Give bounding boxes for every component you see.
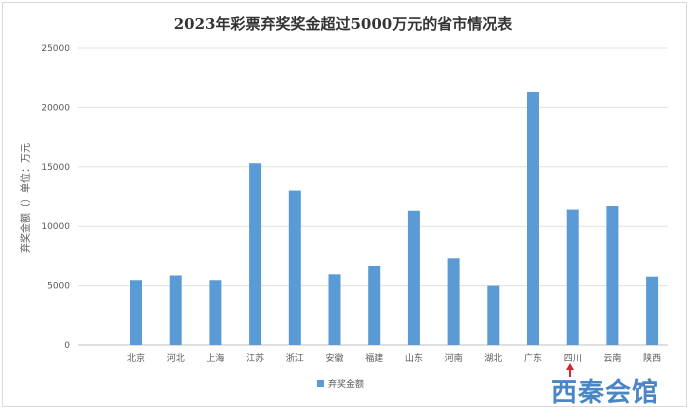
bar <box>249 163 262 345</box>
x-tick-label: 河北 <box>167 352 185 364</box>
bar <box>288 190 301 345</box>
arrow-icon <box>566 363 574 377</box>
chart-frame: 2023年彩票弃奖奖金超过5000万元的省市情况表 0 5000 10000 1500… <box>2 2 687 408</box>
y-tick-label: 0 <box>64 341 70 351</box>
y-tick-label: 20000 <box>41 103 70 113</box>
x-tick-label: 云南 <box>603 352 621 364</box>
legend-label: 弃奖金额 <box>328 378 364 390</box>
bar <box>209 280 222 345</box>
x-tick-label: 上海 <box>206 352 224 364</box>
x-tick-label: 山东 <box>405 352 423 364</box>
y-tick-label: 25000 <box>41 44 70 54</box>
legend: 弃奖金额 <box>317 378 364 390</box>
x-tick-label: 湖北 <box>484 353 502 364</box>
bar <box>130 280 142 345</box>
watermark-text: 西秦会馆 <box>551 377 659 408</box>
bar <box>566 209 579 345</box>
bar <box>606 206 619 345</box>
y-tick-label: 15000 <box>41 163 70 173</box>
x-tick-label: 广东 <box>524 352 542 364</box>
y-tick-label: 5000 <box>47 282 70 292</box>
x-tick-label: 江苏 <box>246 352 264 364</box>
watermark: 西秦会馆 <box>551 363 659 408</box>
legend-swatch <box>317 380 324 387</box>
bars <box>130 91 659 346</box>
chart-svg: 2023年彩票弃奖奖金超过5000万元的省市情况表 0 5000 10000 1500… <box>19 15 668 408</box>
x-tick-label: 陕西 <box>643 352 661 364</box>
bar <box>328 274 341 345</box>
y-axis-ticks: 0 5000 10000 15000 20000 25000 <box>41 44 70 351</box>
y-tick-label: 10000 <box>41 222 70 232</box>
bar <box>447 258 460 345</box>
y-axis-label: 弃奖金额（）单位：万元 <box>19 143 32 253</box>
x-axis-ticks: 北京 河北 上海 江苏 浙江 安徽 福建 山东 河南 湖北 广东 四川 云南 陕西 <box>127 352 661 364</box>
bar <box>407 210 420 345</box>
chart-title: 2023年彩票弃奖奖金超过5000万元的省市情况表 <box>174 15 513 33</box>
x-tick-label: 浙江 <box>286 352 304 364</box>
bar <box>646 276 659 345</box>
x-tick-label: 四川 <box>564 354 582 364</box>
bar <box>169 275 182 345</box>
x-tick-label: 河南 <box>445 352 463 364</box>
x-tick-label: 福建 <box>365 352 383 364</box>
bar <box>527 91 539 346</box>
bar <box>487 285 500 345</box>
bar <box>368 265 381 345</box>
x-tick-label: 安徽 <box>325 352 343 364</box>
x-tick-label: 北京 <box>127 352 145 364</box>
